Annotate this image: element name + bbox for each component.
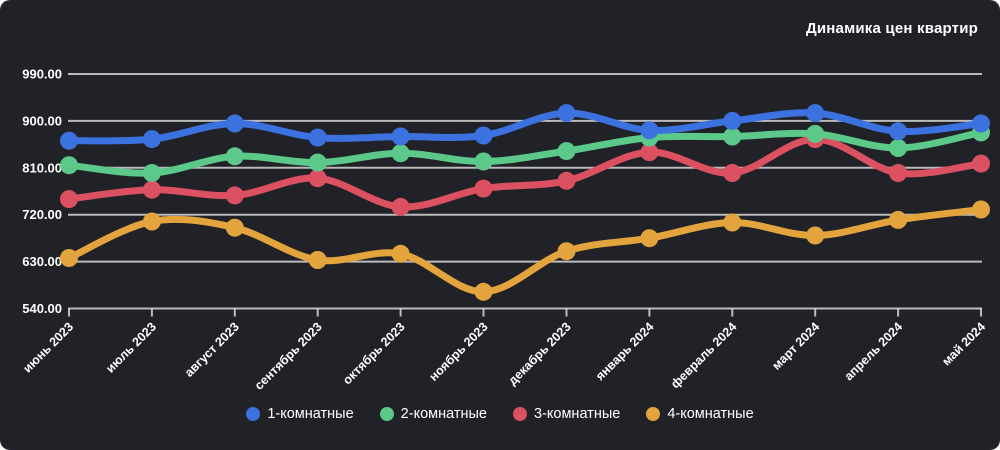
legend-label: 1-комнатные (267, 406, 354, 422)
data-point[interactable] (889, 164, 908, 182)
data-point[interactable] (640, 229, 659, 248)
line-chart-canvas: 540.00 630.00 720.00 810.00 900.00 990.00 июнь… (20, 67, 990, 393)
y-axis-label: 540.00 (22, 301, 62, 316)
data-point[interactable] (723, 127, 742, 146)
x-axis-label: март 2024 (769, 320, 822, 373)
data-point[interactable] (308, 153, 327, 172)
data-point[interactable] (225, 114, 244, 133)
data-point[interactable] (142, 164, 161, 182)
data-point[interactable] (889, 210, 908, 229)
data-point[interactable] (60, 131, 78, 150)
data-point[interactable] (225, 186, 244, 205)
legend-label: 4-комнатные (667, 406, 754, 422)
data-point[interactable] (474, 152, 493, 171)
legend-dot-icon (246, 407, 261, 421)
data-point[interactable] (889, 122, 908, 141)
legend-item-3-komnatnye[interactable]: 3-комнатные (513, 406, 620, 422)
data-point[interactable] (972, 114, 990, 133)
x-axis-label: июнь 2023 (20, 320, 76, 376)
data-point[interactable] (889, 139, 908, 157)
x-axis-label: февраль 2024 (668, 320, 739, 391)
x-axis-label: апрель 2024 (842, 320, 906, 384)
x-axis-label: август 2023 (182, 320, 242, 380)
legend-item-1-komnatnye[interactable]: 1-комнатные (246, 406, 354, 422)
series-line (65, 135, 985, 211)
data-point[interactable] (806, 124, 825, 143)
data-point[interactable] (308, 251, 327, 269)
data-point[interactable] (557, 171, 576, 190)
y-axis-label: 810.00 (22, 160, 62, 175)
y-axis-label: 720.00 (22, 207, 62, 222)
legend-item-2-komnatnye[interactable]: 2-комнатные (379, 406, 487, 422)
data-point[interactable] (391, 244, 410, 263)
data-point[interactable] (225, 218, 244, 237)
data-point[interactable] (308, 128, 327, 147)
data-point[interactable] (474, 282, 493, 301)
data-point[interactable] (142, 180, 161, 199)
data-point[interactable] (640, 121, 659, 140)
data-point[interactable] (806, 104, 825, 123)
data-point[interactable] (474, 179, 493, 198)
y-axis-label: 630.00 (22, 254, 62, 269)
x-axis-label: июль 2023 (103, 320, 159, 376)
data-point[interactable] (723, 164, 742, 182)
y-axis-label: 900.00 (22, 113, 62, 128)
data-point[interactable] (308, 169, 327, 188)
data-point[interactable] (557, 104, 576, 123)
x-axis-label: декабрь 2023 (505, 320, 573, 388)
data-point[interactable] (972, 154, 990, 173)
chart-title: Динамика цен квартир (805, 20, 978, 37)
data-point[interactable] (806, 226, 825, 245)
x-axis-label: сентябрь 2023 (252, 320, 325, 393)
data-point[interactable] (142, 212, 161, 231)
data-point[interactable] (60, 156, 78, 175)
legend-dot-icon (513, 407, 527, 421)
legend-label: 2-комнатные (400, 406, 487, 422)
data-point[interactable] (60, 249, 78, 267)
data-point[interactable] (225, 147, 244, 166)
legend-item-4-komnatnye[interactable]: 4-комнатные (646, 406, 754, 422)
data-point[interactable] (640, 143, 659, 162)
data-point[interactable] (474, 126, 493, 145)
series-line (65, 206, 985, 296)
data-point[interactable] (391, 127, 410, 146)
legend-label: 3-комнатные (534, 406, 621, 422)
legend-dot-icon (646, 407, 661, 421)
y-axis-label: 990.00 (22, 67, 62, 82)
x-axis-label: ноябрь 2023 (427, 320, 491, 384)
data-point[interactable] (972, 200, 990, 219)
data-point[interactable] (391, 144, 410, 163)
data-point[interactable] (723, 213, 742, 232)
x-axis-label: май 2024 (939, 320, 988, 369)
data-point[interactable] (557, 142, 576, 161)
x-axis-label: январь 2024 (593, 320, 657, 384)
data-point[interactable] (60, 190, 78, 209)
data-point[interactable] (142, 130, 161, 149)
chart-legend: 1-комнатные 2-комнатные 3-комнатные 4-ко… (0, 406, 1000, 422)
data-point[interactable] (557, 242, 576, 261)
legend-dot-icon (379, 407, 394, 421)
data-point[interactable] (723, 111, 742, 130)
data-point[interactable] (391, 197, 410, 216)
x-axis-label: октябрь 2023 (340, 320, 408, 388)
